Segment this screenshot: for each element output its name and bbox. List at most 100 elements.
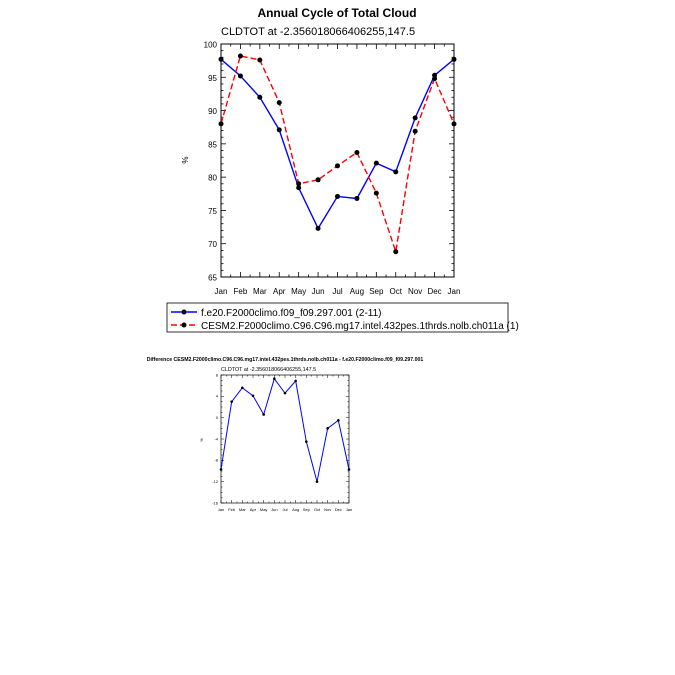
- x-tick-label: Oct: [314, 507, 321, 512]
- data-point-series-1: [273, 377, 276, 381]
- data-point-series-1: [257, 94, 263, 100]
- data-point-series-2: [432, 76, 438, 82]
- x-tick-label: Sep: [303, 507, 311, 512]
- legend-marker-series-2: [181, 322, 187, 328]
- series-line-1: [220, 58, 455, 230]
- difference-chart-subtitle: CLDTOT at -2.356018066406255,147.5: [221, 367, 316, 373]
- main-y-axis-label: %: [181, 156, 190, 163]
- y-tick-label: 100: [204, 41, 218, 50]
- x-tick-label: Oct: [390, 287, 403, 296]
- data-point-series-2: [296, 181, 302, 187]
- y-tick-label: 80: [208, 174, 217, 183]
- main-legend: f.e20.F2000climo.f09_f09.297.001 (2-11) …: [166, 302, 519, 333]
- x-tick-label: Jan: [218, 507, 224, 512]
- x-tick-label: Jan: [448, 287, 461, 296]
- data-point-series-2: [315, 177, 321, 183]
- x-tick-label: Feb: [228, 507, 236, 512]
- data-point-series-2: [412, 128, 418, 134]
- main-chart-subtitle: CLDTOT at -2.356018066406255,147.5: [221, 26, 415, 38]
- difference-y-axis-label: %: [199, 438, 204, 442]
- y-tick-label: 70: [208, 240, 217, 249]
- data-point-series-2: [393, 249, 399, 255]
- data-point-series-1: [219, 468, 223, 471]
- x-tick-label: Apr: [273, 287, 286, 296]
- data-point-series-1: [326, 427, 329, 430]
- main-x-axis: Jan Feb Mar Apr May Jun Jul Aug Sep Oct Nov Dec Jan: [215, 44, 461, 296]
- x-tick-label: Aug: [350, 287, 364, 296]
- main-plot-frame: [220, 43, 455, 278]
- data-point-series-2: [335, 163, 340, 169]
- legend-marker-series-1: [181, 309, 187, 315]
- data-point-series-1: [237, 73, 243, 79]
- x-tick-label: Dec: [335, 507, 342, 512]
- x-tick-label: Jan: [346, 507, 352, 512]
- x-tick-label: Jul: [282, 507, 287, 512]
- data-point-series-1: [347, 468, 351, 471]
- difference-chart: Difference CESM2.F2000climo.C96.C96.mg17…: [147, 357, 424, 512]
- data-point-series-1: [262, 413, 265, 416]
- legend-box: [166, 302, 509, 333]
- data-point-series-2: [276, 100, 282, 106]
- x-tick-label: Nov: [324, 507, 331, 512]
- x-tick-label: Aug: [292, 507, 299, 512]
- y-tick-label: 4: [216, 394, 219, 399]
- x-tick-label: Dec: [427, 287, 441, 296]
- data-point-series-2: [354, 150, 360, 156]
- main-chart-title: Annual Cycle of Total Cloud: [257, 6, 416, 20]
- y-tick-label: 85: [208, 140, 217, 149]
- x-tick-label: Apr: [250, 507, 257, 512]
- data-point-series-2: [237, 53, 243, 59]
- x-tick-label: Jan: [215, 287, 228, 296]
- x-tick-label: Mar: [239, 507, 247, 512]
- x-tick-label: Jun: [312, 287, 325, 296]
- data-point-series-1: [218, 56, 224, 62]
- data-point-series-1: [230, 400, 233, 403]
- legend-label-series-2: CESM2.F2000climo.C96.C96.mg17.intel.432p…: [201, 321, 519, 332]
- data-point-series-1: [241, 386, 244, 390]
- x-tick-label: Nov: [408, 287, 422, 296]
- data-point-series-1: [335, 193, 340, 199]
- data-point-series-1: [412, 115, 418, 121]
- y-tick-label: -16: [212, 500, 219, 505]
- difference-series-group: [219, 377, 351, 483]
- x-tick-label: Jul: [332, 287, 342, 296]
- data-point-series-1: [296, 185, 302, 191]
- x-tick-label: Jun: [271, 507, 277, 512]
- data-point-series-1: [354, 195, 360, 201]
- data-point-series-1: [393, 169, 399, 175]
- data-point-series-1: [337, 419, 340, 422]
- x-tick-label: Feb: [234, 287, 248, 296]
- legend-label-series-1: f.e20.F2000climo.f09_f09.297.001 (2-11): [201, 308, 382, 319]
- data-point-series-1: [373, 160, 379, 166]
- series-line-2: [220, 55, 455, 252]
- x-tick-label: Mar: [253, 287, 267, 296]
- y-tick-label: 8: [216, 372, 219, 377]
- data-point-series-2: [257, 57, 263, 63]
- data-point-series-1: [451, 56, 457, 62]
- x-tick-label: May: [260, 507, 268, 512]
- main-chart: Annual Cycle of Total Cloud CLDTOT at -2…: [166, 6, 519, 333]
- main-series-group: [218, 53, 457, 255]
- difference-x-axis: Jan Feb Mar Apr May Jun Jul Aug Sep Oct Nov Dec Jan: [218, 375, 352, 512]
- y-tick-label: -12: [212, 479, 219, 484]
- data-point-series-1: [305, 440, 308, 443]
- data-point-series-1: [283, 391, 287, 395]
- data-point-series-1: [251, 394, 255, 398]
- y-tick-label: -8: [214, 458, 218, 463]
- data-point-series-2: [451, 121, 457, 127]
- difference-y-axis: -16 -12 -8 -4 0 4 8: [212, 372, 349, 505]
- y-tick-label: 0: [216, 415, 219, 420]
- data-point-series-1: [276, 127, 282, 133]
- y-tick-label: 90: [208, 107, 217, 116]
- y-tick-label: 95: [208, 74, 217, 83]
- data-point-series-2: [373, 190, 379, 196]
- data-point-series-2: [218, 121, 224, 127]
- difference-chart-title: Difference CESM2.F2000climo.C96.C96.mg17…: [147, 357, 424, 363]
- y-tick-label: 75: [208, 207, 217, 216]
- x-tick-label: May: [291, 287, 306, 296]
- data-point-series-1: [315, 225, 321, 231]
- y-tick-label: -4: [214, 436, 218, 441]
- x-tick-label: Sep: [369, 287, 384, 296]
- y-tick-label: 65: [208, 274, 217, 283]
